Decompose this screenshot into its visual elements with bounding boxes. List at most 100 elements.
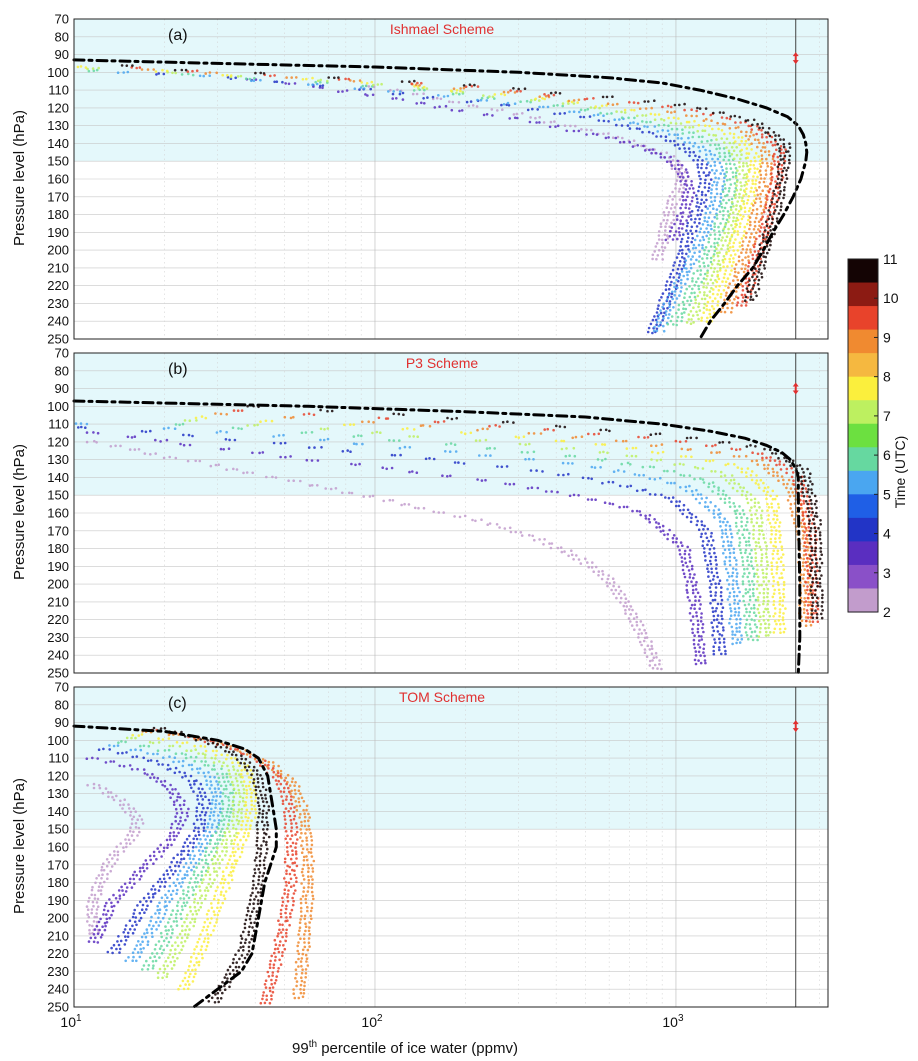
data-point [92,69,96,73]
data-point [810,549,814,552]
data-point [752,528,755,532]
data-point [418,84,421,87]
data-point [186,70,190,73]
data-point [753,201,757,205]
data-point [603,443,607,446]
data-point [614,136,618,140]
data-point [809,554,812,558]
data-point [641,120,644,123]
data-point [248,811,252,815]
data-point [100,933,104,936]
data-point [538,121,541,124]
data-point [700,319,703,322]
data-point [766,131,770,134]
data-point [564,454,568,458]
data-point [748,543,751,547]
data-point [743,206,747,210]
data-point [130,818,134,821]
data-point [740,217,744,221]
data-point [818,557,822,561]
data-point [178,932,182,936]
data-point [716,575,719,579]
data-point [324,487,328,490]
data-point [772,189,775,193]
data-point [538,538,541,541]
data-point [732,590,736,594]
data-point [736,602,740,605]
data-point [708,579,712,583]
data-point [567,554,570,558]
data-point [672,213,676,217]
data-point [532,458,535,461]
data-point [628,101,631,104]
data-point [780,572,783,575]
data-point [691,187,695,190]
data-point [412,89,416,92]
data-point [237,788,241,792]
data-point [676,143,680,146]
data-point [717,177,721,180]
data-point [782,196,785,200]
data-point [721,258,725,262]
data-point [212,761,216,764]
data-point [769,204,772,208]
data-point [93,897,97,900]
data-point [206,825,209,829]
data-point [776,549,780,552]
data-point [777,479,780,483]
data-point [193,948,196,951]
data-point [635,127,639,130]
data-point [759,218,763,221]
data-point [735,509,739,512]
data-point [682,191,686,194]
data-point [752,611,756,614]
data-point [250,799,253,803]
data-point [700,520,703,523]
data-point [780,178,783,181]
data-point [184,818,187,822]
data-point [606,584,609,588]
data-point [279,442,283,445]
data-point [686,244,690,248]
data-point [406,427,409,430]
data-point [151,895,155,899]
data-point [723,132,726,136]
data-point [676,163,680,167]
data-point [169,826,173,830]
data-point [137,448,141,451]
data-point [702,238,706,242]
data-point [541,470,544,473]
data-point [194,877,198,880]
data-point [753,240,757,243]
data-point [216,842,220,845]
data-point [772,509,776,513]
data-point [699,603,702,606]
data-point [307,812,310,816]
y-tick-label: 100 [47,65,69,80]
data-point [732,551,736,554]
data-point [716,241,719,245]
data-point [773,619,777,623]
data-point [200,760,203,763]
data-point [695,205,698,208]
data-point [679,245,682,248]
data-point [199,782,203,786]
data-point [253,816,257,819]
data-point [717,237,721,241]
data-point [319,81,322,84]
data-point [693,284,696,287]
data-point [657,234,661,237]
data-point [279,769,283,773]
data-point [774,209,777,212]
data-point [732,157,736,161]
data-point [690,603,694,607]
data-point [758,162,762,166]
data-point [758,243,762,246]
data-point [138,814,141,818]
data-point [717,486,720,490]
data-point [159,440,162,443]
data-point [542,121,546,124]
data-point [757,287,761,291]
data-point [698,230,702,234]
data-point [558,112,562,115]
